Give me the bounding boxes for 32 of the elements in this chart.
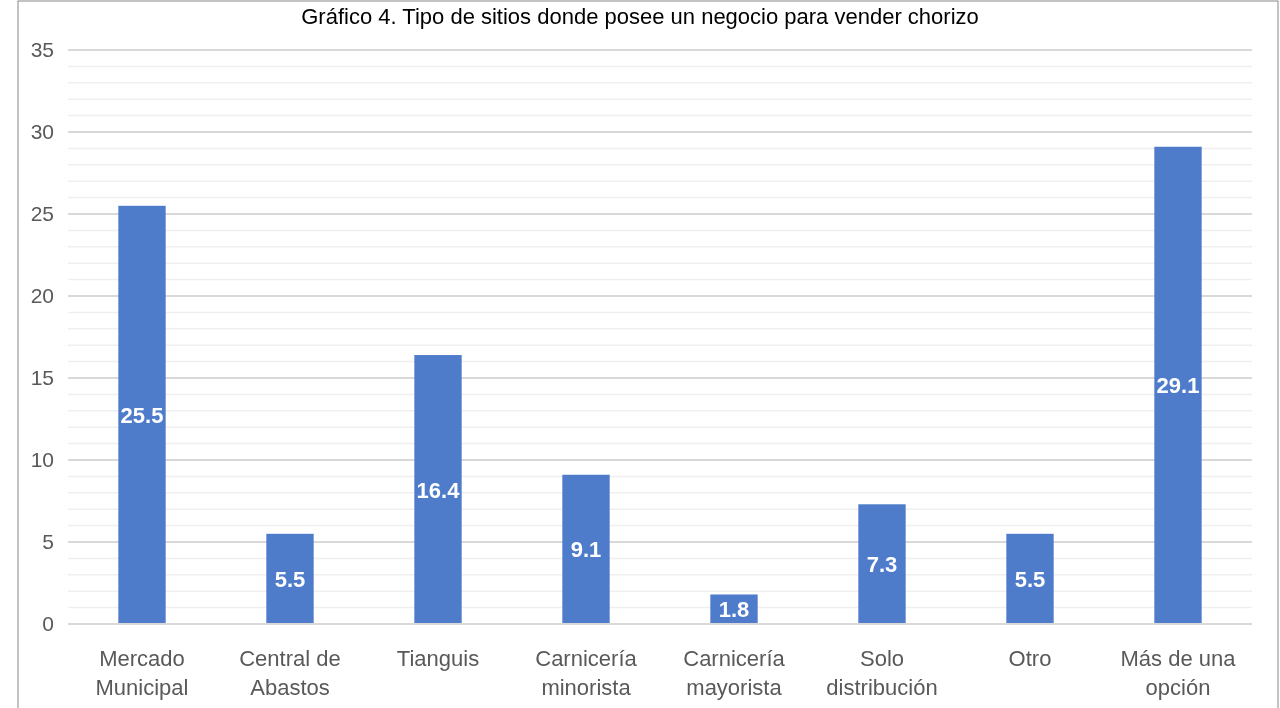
y-tick-label: 5 [42, 530, 54, 554]
bar [562, 474, 610, 624]
data-label: 9.1 [570, 537, 602, 563]
bar [414, 355, 462, 624]
y-tick-label: 30 [30, 120, 54, 144]
y-tick-label: 20 [30, 284, 54, 308]
x-tick-label: Tianguis [396, 646, 480, 671]
y-tick-label: 15 [30, 366, 54, 390]
bar [266, 533, 314, 624]
data-label: 16.4 [416, 477, 461, 503]
data-label: 29.1 [1156, 373, 1200, 399]
x-tick-label: Carnicería minorista [535, 646, 638, 700]
x-tick-label: Central de Abastos [239, 646, 341, 700]
bar [1006, 533, 1054, 624]
y-tick-label: 0 [42, 612, 54, 636]
bar [118, 205, 166, 624]
data-label: 7.3 [866, 552, 898, 578]
x-tick-label: Solo distribución [826, 646, 938, 700]
data-label: 5.5 [274, 566, 306, 592]
data-label: 5.5 [1014, 566, 1046, 592]
bar [858, 504, 906, 624]
data-label: 25.5 [120, 402, 164, 428]
chart-title: Gráfico 4. Tipo de sitios donde posee un negocio para vender chorizo [301, 4, 979, 29]
bar [1154, 146, 1202, 624]
x-tick-label: Carnicería mayorista [683, 646, 786, 700]
y-tick-label: 25 [30, 202, 54, 226]
y-tick-label: 10 [30, 448, 54, 472]
x-tick-label: Más de una opción [1120, 646, 1237, 700]
data-label: 1.8 [718, 597, 750, 623]
x-tick-label: Otro [1008, 646, 1052, 671]
y-tick-label: 35 [30, 38, 54, 62]
x-tick-label: Mercado Municipal [95, 646, 189, 700]
